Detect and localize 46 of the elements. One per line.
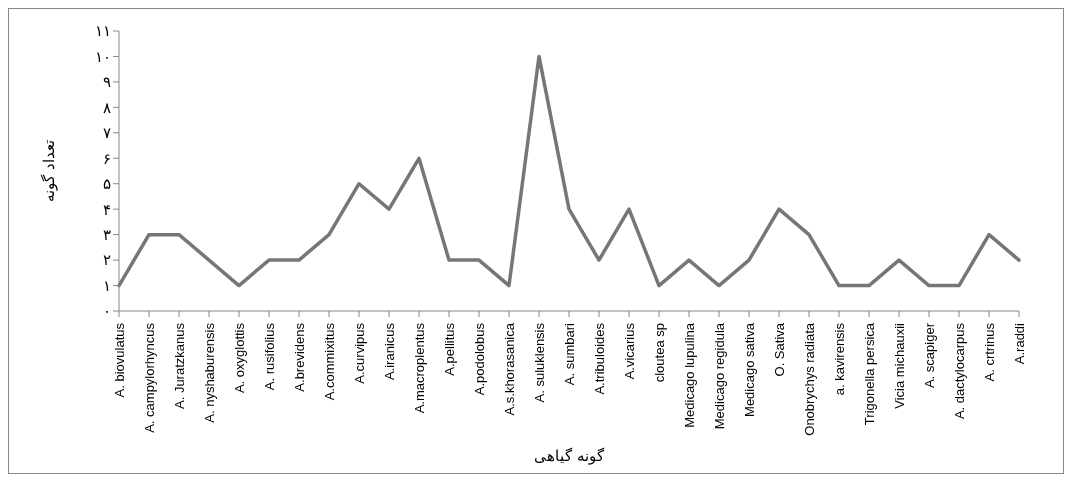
- y-tick-label: ۱: [103, 276, 111, 294]
- x-axis-title: گونه گیاهی: [534, 447, 605, 465]
- y-tick-label: ۱۰: [95, 47, 111, 65]
- y-tick-label: ۵: [103, 175, 111, 193]
- y-tick-label: ۳: [103, 225, 111, 243]
- x-tick-label: Vicia michauxii: [891, 322, 907, 409]
- x-tick-label: A.tribuloides: [591, 322, 607, 395]
- x-tick-label: A. oxyglottis: [231, 322, 247, 394]
- y-tick-label: ۰: [103, 302, 111, 320]
- x-tick-label: A. campylorhyncus: [141, 322, 157, 433]
- x-tick-label: A. scapiger: [921, 322, 937, 389]
- x-tick-label: A.commixitus: [321, 322, 337, 401]
- x-tick-label: A. Juratzkanus: [171, 322, 187, 409]
- x-tick-label: A.macroplentus: [411, 322, 427, 414]
- y-tick-label: ۹: [103, 73, 111, 91]
- x-tick-label: a. kavirensis: [831, 322, 847, 396]
- x-tick-label: Trigonella persica: [861, 322, 877, 426]
- x-tick-label: A.pellitus: [441, 322, 457, 376]
- y-tick-label: ۶: [103, 149, 111, 167]
- x-tick-label: A.curvipus: [351, 322, 367, 384]
- x-tick-label: A. suluklensis: [531, 322, 547, 403]
- y-axis-title: تعداد گونه: [40, 140, 59, 202]
- line-series: [117, 54, 1021, 288]
- x-tick-label: O. Sativa: [771, 322, 787, 377]
- x-tick-label: Onobrychys radiata: [801, 322, 817, 436]
- x-tick-label: A.vicarius: [621, 322, 637, 380]
- x-tick-label: Medicago sativa: [741, 322, 757, 417]
- y-tick-label: ۸: [103, 98, 111, 116]
- x-tick-label: A.iranicus: [381, 322, 397, 381]
- y-tick-label: ۷: [103, 124, 111, 142]
- x-tick-label: A.podolobus: [471, 322, 487, 396]
- x-tick-label: A.s.khorasanica: [501, 322, 517, 416]
- y-tick-label: ۱۱: [95, 22, 111, 40]
- x-tick-label: A. sumbari: [561, 322, 577, 386]
- y-tick-label: ۲: [103, 251, 111, 269]
- x-tick-label: A.brevidens: [291, 322, 307, 392]
- x-tick-label: Medicago regidula: [711, 322, 727, 430]
- y-tick-label: ۴: [103, 200, 111, 218]
- x-tick-label: cloutea sp: [651, 323, 667, 383]
- x-tick-label: A. biovulatus: [111, 322, 127, 398]
- x-tick-label: Medicago lupulina: [681, 322, 697, 428]
- x-tick-label: A. rusifolius: [261, 322, 277, 391]
- x-tick-label: A. nyshaburensis: [201, 322, 217, 423]
- x-tick-label: A.raddi: [1011, 322, 1027, 365]
- x-tick-label: A. dactylocarpus: [951, 322, 967, 420]
- x-tick-label: A. crtrinus: [981, 322, 997, 382]
